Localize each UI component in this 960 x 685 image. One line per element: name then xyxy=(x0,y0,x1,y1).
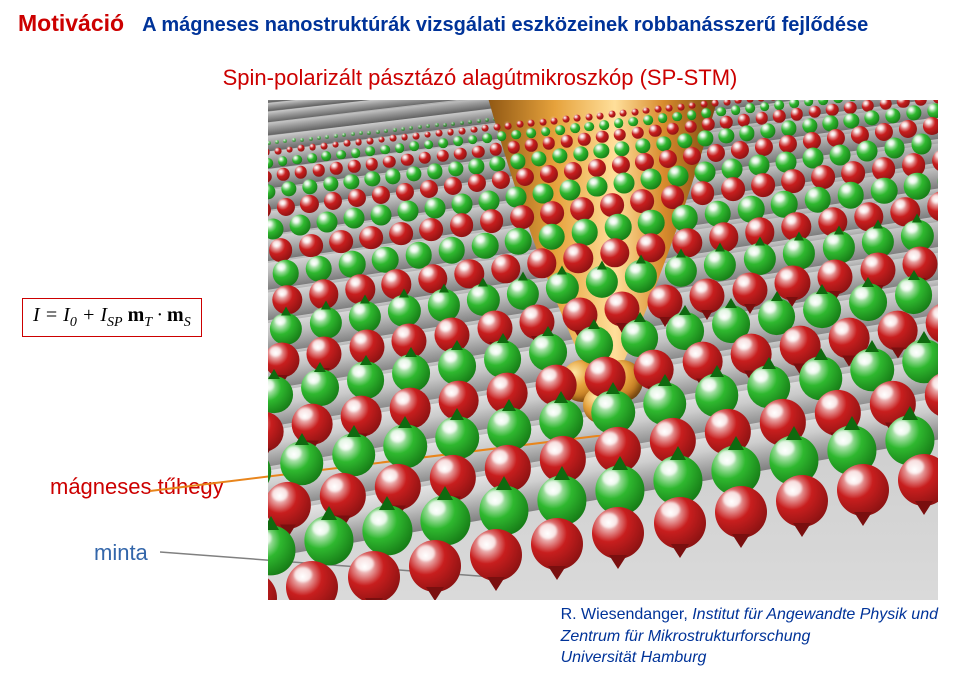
tip-label: mágneses tűhegy xyxy=(50,474,224,500)
formula-subSP: SP xyxy=(107,315,123,330)
formula-dot: · xyxy=(152,304,167,326)
citation-line3: Universität Hamburg xyxy=(561,649,707,666)
citation-line1: Institut für Angewandte Physik und xyxy=(688,606,938,623)
formula-eq: = xyxy=(40,304,64,326)
formula-mS: m xyxy=(167,304,184,326)
citation-author: R. Wiesendanger, xyxy=(561,606,688,623)
subtitle: Spin-polarizált pásztázó alagútmikroszkó… xyxy=(223,65,738,91)
formula-I: I xyxy=(33,304,40,326)
formula-Isp: I xyxy=(100,304,107,326)
formula-sub0: 0 xyxy=(70,315,77,330)
header-row: Motiváció A mágneses nanostruktúrák vizs… xyxy=(18,10,948,37)
formula-mT: m xyxy=(123,304,145,326)
formula-I0: I xyxy=(63,304,70,326)
formula-box: I = I0 + ISP mT · mS xyxy=(22,298,202,337)
formula-subT: T xyxy=(144,315,152,330)
section-label: Motiváció xyxy=(18,10,124,37)
citation: R. Wiesendanger, Institut für Angewandte… xyxy=(561,604,938,669)
sample-label: minta xyxy=(94,540,148,566)
citation-line2: Zentrum für Mikrostrukturforschung xyxy=(561,628,811,645)
formula-subS: S xyxy=(184,315,191,330)
page-title: A mágneses nanostruktúrák vizsgálati esz… xyxy=(142,14,868,37)
formula-plus: + xyxy=(77,304,101,326)
stm-figure xyxy=(268,100,938,600)
